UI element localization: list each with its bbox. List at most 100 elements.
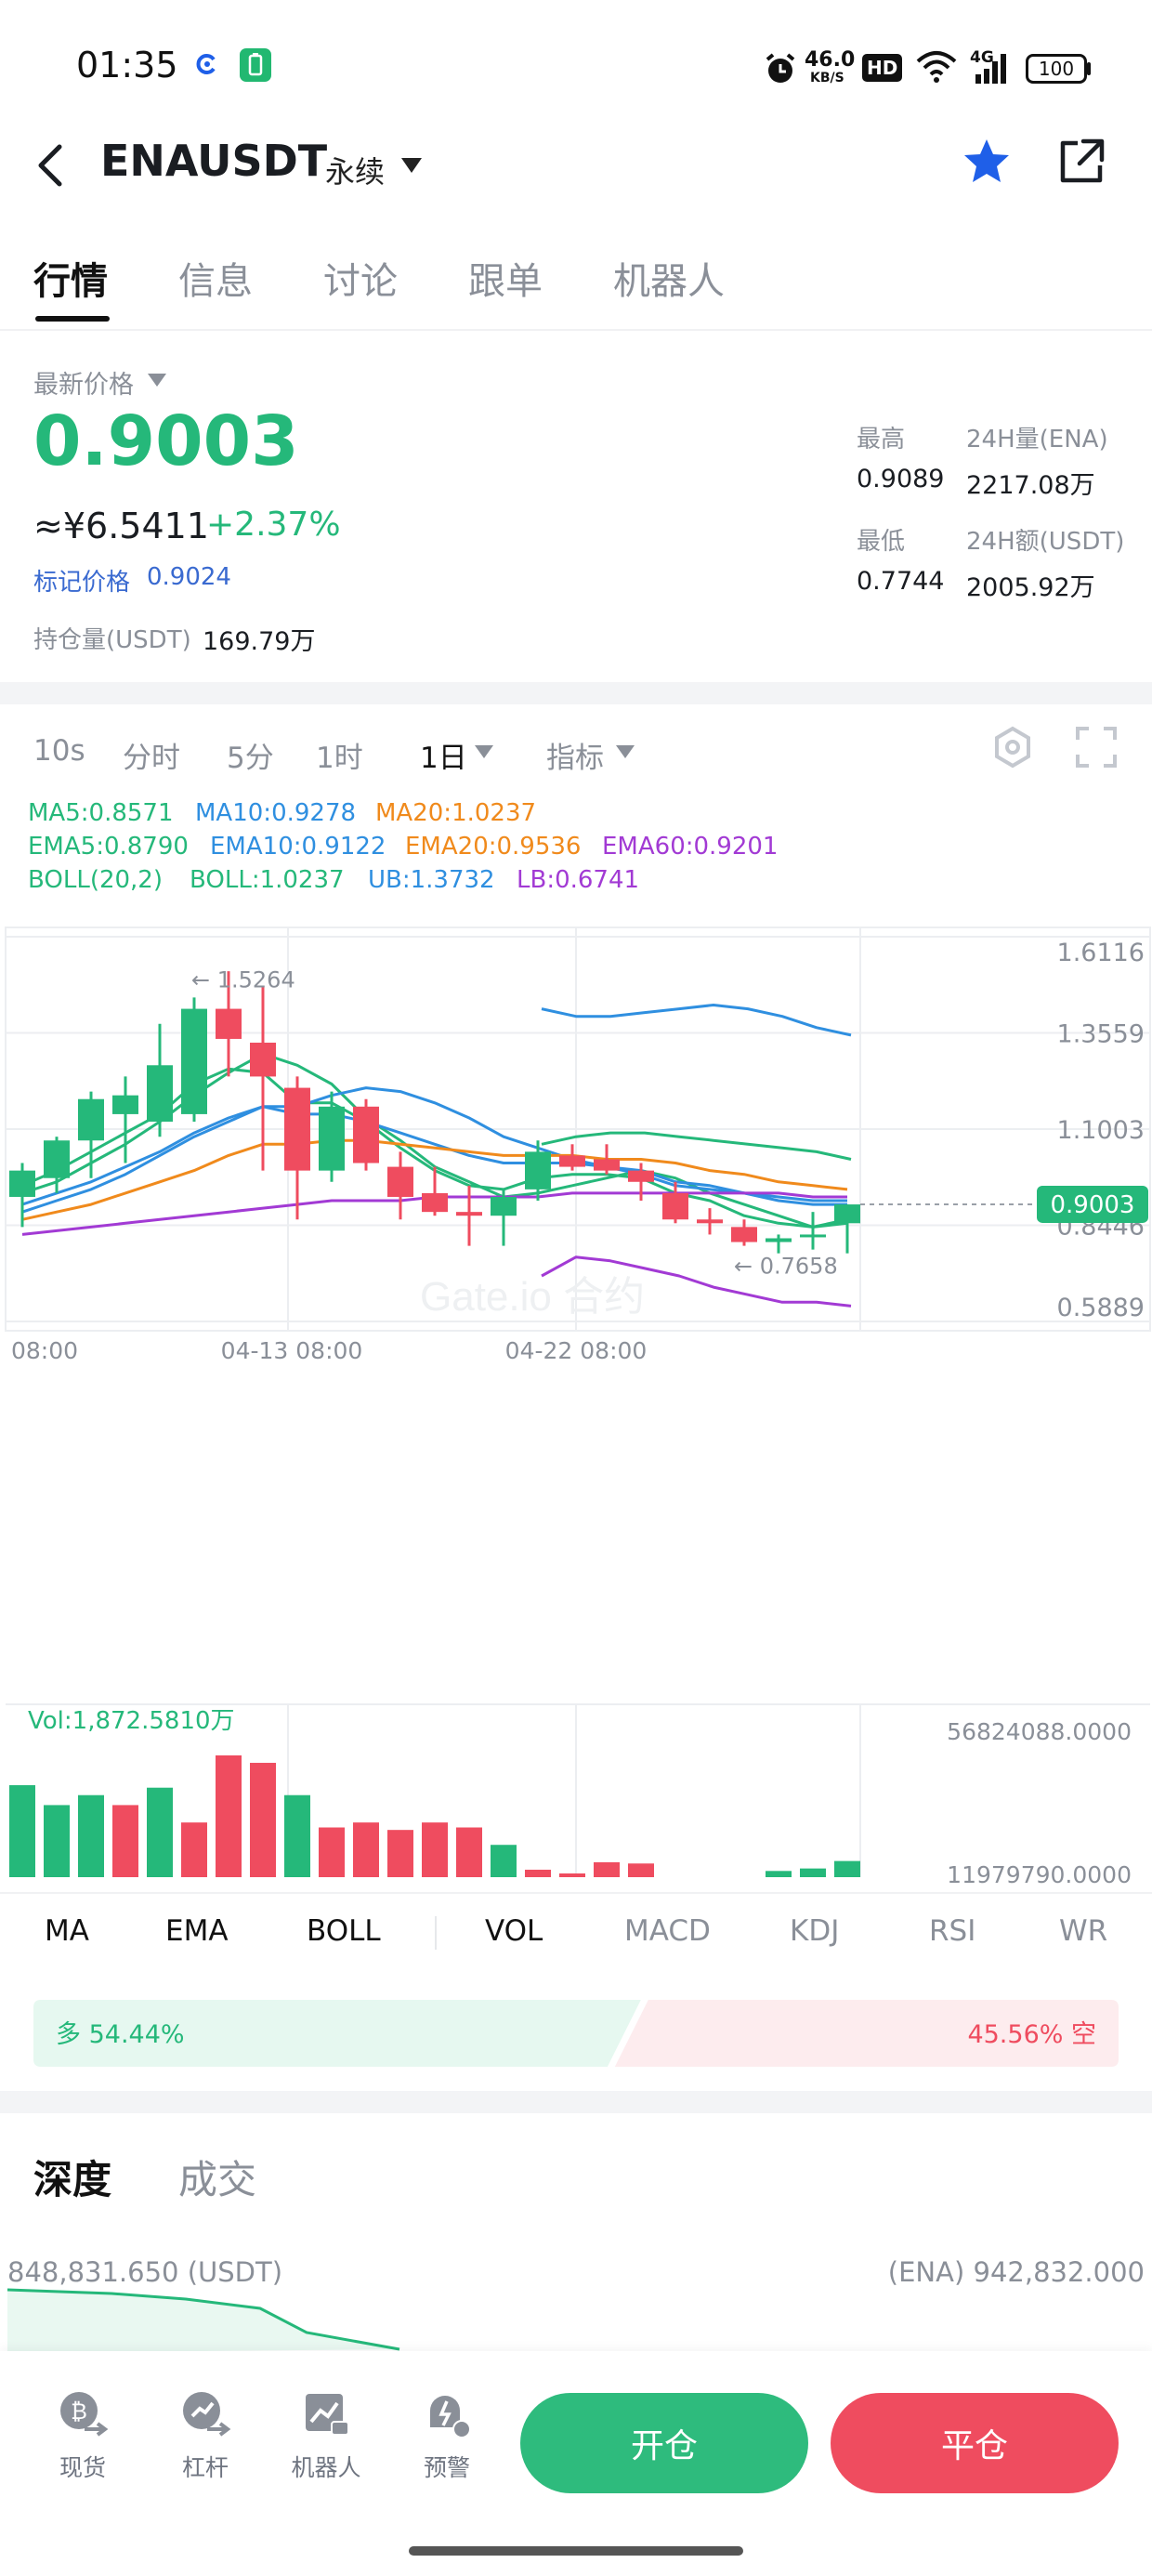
contract-dropdown-icon[interactable]: [399, 154, 424, 175]
chart-settings-icon[interactable]: [990, 725, 1035, 769]
candle-body: [628, 1170, 654, 1182]
candle-body: [387, 1166, 413, 1197]
volume-bar: [284, 1794, 310, 1877]
legend-ema10: EMA10:0.9122: [210, 833, 386, 861]
candle-body: [662, 1192, 688, 1220]
candle-body: [456, 1212, 482, 1216]
volume-bar: [78, 1794, 104, 1877]
tab-depth[interactable]: 深度: [33, 2157, 112, 2202]
candle-body: [731, 1227, 757, 1242]
interval-dropdown-icon[interactable]: [474, 743, 494, 760]
mark-price: 0.9024: [147, 563, 231, 591]
candle-body: [78, 1098, 104, 1141]
candle-body: [834, 1204, 860, 1224]
signal-icon: [970, 52, 1007, 84]
close-position-button[interactable]: 平仓: [831, 2393, 1119, 2493]
price-type-dropdown-icon[interactable]: [147, 372, 167, 388]
tab-robot[interactable]: 机器人: [613, 260, 725, 303]
favorite-star-icon[interactable]: [961, 136, 1013, 188]
candle-body: [353, 1106, 379, 1163]
back-icon[interactable]: [32, 139, 69, 191]
candle-body: [284, 1087, 310, 1171]
low-annotation: ← 0.7658: [734, 1253, 838, 1279]
volume-bar: [216, 1755, 242, 1877]
current-price-tag: [1037, 1185, 1148, 1223]
volume-bar: [9, 1785, 35, 1877]
candle-body: [525, 1151, 551, 1189]
candle-body: [44, 1140, 70, 1178]
interval-1d[interactable]: 1日: [420, 742, 467, 775]
x-axis-label: 08:00: [11, 1337, 78, 1364]
high-value: 0.9089: [857, 465, 945, 493]
status-time: 01:35: [76, 45, 178, 85]
line-ub: [541, 1004, 852, 1037]
section-separator-2: [0, 2091, 1152, 2113]
indicator-boll[interactable]: BOLL: [307, 1914, 381, 1948]
nav-robot[interactable]: 机器人: [275, 2388, 377, 2483]
indicator-menu[interactable]: 指标: [546, 742, 604, 775]
contract-type[interactable]: 永续: [325, 154, 386, 190]
nav-margin[interactable]: 杠杆: [154, 2388, 256, 2483]
x-axis-label: 04-13 08:00: [221, 1337, 363, 1364]
low-value: 0.7744: [857, 567, 945, 596]
interval-10s[interactable]: 10s: [33, 734, 85, 768]
share-icon[interactable]: [1055, 136, 1107, 188]
nav-spot-label: 现货: [59, 2454, 106, 2481]
network-type: 4G: [970, 48, 994, 67]
volume-bar: [800, 1868, 826, 1877]
interval-1h[interactable]: 1时: [316, 742, 363, 775]
last-price: 0.9003: [33, 401, 299, 481]
bitcoin-swap-icon: ₿: [60, 2392, 109, 2437]
indicator-ema[interactable]: EMA: [165, 1914, 229, 1948]
legend-boll-params: BOLL(20,2): [28, 866, 163, 894]
line-boll_mid: [541, 1131, 852, 1161]
indicator-rsi[interactable]: RSI: [929, 1914, 976, 1948]
y-axis-label: 0.5889: [1057, 1294, 1145, 1322]
tab-market[interactable]: 行情: [33, 260, 108, 303]
legend-boll-ub: UB:1.3732: [368, 866, 495, 894]
indicator-kdj[interactable]: KDJ: [790, 1914, 840, 1948]
cny-price: ≈¥6.5411: [33, 506, 209, 546]
symbol-title[interactable]: ENAUSDT: [100, 136, 328, 186]
tab-copy-trade[interactable]: 跟单: [468, 260, 543, 303]
y-axis-label: 1.6116: [1057, 939, 1145, 967]
tab-discussion[interactable]: 讨论: [323, 260, 398, 303]
fullscreen-icon[interactable]: [1076, 727, 1117, 768]
candle-body: [319, 1106, 345, 1171]
section-separator: [0, 682, 1152, 704]
volume-bar: [44, 1805, 70, 1877]
mark-price-label[interactable]: 标记价格: [33, 569, 131, 597]
net-speed-value: 46.0: [805, 48, 856, 72]
tab-trades[interactable]: 成交: [178, 2157, 257, 2202]
candle-body: [594, 1159, 620, 1171]
interval-timeline[interactable]: 分时: [123, 742, 180, 775]
battery-level: 100: [1026, 54, 1087, 84]
volume-bar: [353, 1822, 379, 1877]
line-lb: [541, 1255, 852, 1308]
leverage-icon: [183, 2392, 231, 2437]
open-position-button[interactable]: 开仓: [520, 2393, 808, 2493]
indicator-wr[interactable]: WR: [1059, 1914, 1108, 1948]
candlestick-chart[interactable]: Gate.io 合约 1.61161.35591.10030.84460.588…: [0, 920, 1152, 1691]
nav-spot[interactable]: ₿ 现货: [32, 2388, 134, 2483]
volume-bar: [319, 1827, 345, 1877]
tab-info[interactable]: 信息: [178, 260, 253, 303]
net-speed-unit: KB/S: [810, 71, 844, 85]
volume-chart[interactable]: Vol:1,872.5810万 56824088.0000 11979790.0…: [0, 1701, 1152, 1886]
battery-tip: [1087, 62, 1091, 75]
indicator-vol[interactable]: VOL: [485, 1914, 543, 1948]
app-notification-icon: [195, 52, 219, 76]
line-ema10: [21, 1105, 847, 1206]
volume-bar: [594, 1861, 620, 1877]
indicator-ma[interactable]: MA: [45, 1914, 89, 1948]
nav-alert[interactable]: 预警: [396, 2388, 498, 2483]
high-annotation: ← 1.5264: [191, 966, 295, 992]
last-price-label[interactable]: 最新价格: [33, 371, 134, 400]
indicator-macd[interactable]: MACD: [624, 1914, 711, 1948]
indicator-dropdown-icon[interactable]: [615, 743, 635, 760]
depth-ask-total: (ENA) 942,832.000: [887, 2256, 1145, 2288]
interval-5m[interactable]: 5分: [227, 742, 274, 775]
short-ratio-fill: [614, 2000, 1119, 2067]
status-bar: 01:35 46.0 KB/S HD 4G 100: [0, 0, 1152, 139]
nav-robot-label: 机器人: [291, 2454, 361, 2481]
